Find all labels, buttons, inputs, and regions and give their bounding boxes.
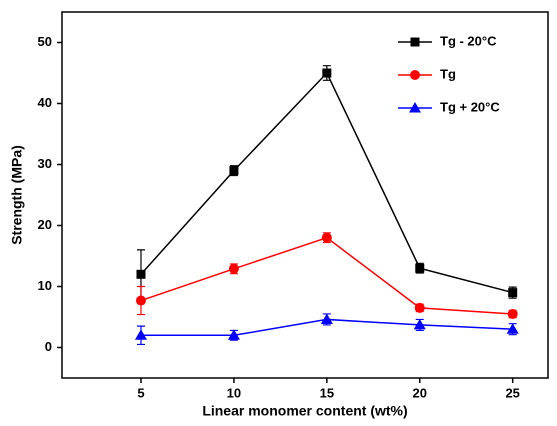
marker bbox=[136, 269, 146, 279]
marker bbox=[415, 263, 425, 273]
y-tick-label: 50 bbox=[38, 34, 52, 49]
marker bbox=[507, 308, 518, 319]
legend-label: Tg + 20°C bbox=[440, 99, 500, 114]
marker bbox=[409, 102, 421, 113]
marker bbox=[508, 288, 518, 298]
marker bbox=[229, 166, 239, 176]
marker bbox=[322, 68, 332, 78]
legend-label: Tg bbox=[440, 66, 456, 81]
x-tick-label: 15 bbox=[320, 385, 334, 400]
x-axis-label: Linear monomer content (wt%) bbox=[202, 403, 407, 419]
marker bbox=[227, 329, 240, 340]
y-tick-label: 30 bbox=[38, 156, 52, 171]
marker bbox=[410, 37, 420, 47]
marker bbox=[134, 329, 147, 340]
legend-label: Tg - 20°C bbox=[440, 33, 497, 48]
marker bbox=[135, 295, 146, 306]
marker bbox=[410, 70, 420, 80]
x-tick-label: 25 bbox=[505, 385, 519, 400]
marker bbox=[321, 232, 332, 243]
y-tick-label: 40 bbox=[38, 95, 52, 110]
x-tick-label: 5 bbox=[137, 385, 144, 400]
marker bbox=[506, 323, 519, 334]
y-tick-label: 20 bbox=[38, 217, 52, 232]
marker bbox=[413, 318, 426, 330]
y-tick-label: 0 bbox=[45, 339, 52, 354]
y-axis-label: Strength (MPa) bbox=[9, 145, 25, 245]
x-tick-label: 10 bbox=[227, 385, 241, 400]
y-tick-label: 10 bbox=[38, 278, 52, 293]
plot-frame bbox=[61, 11, 549, 379]
series-line bbox=[140, 236, 513, 315]
marker bbox=[320, 313, 333, 324]
marker bbox=[414, 302, 425, 313]
marker bbox=[228, 263, 239, 274]
x-tick-label: 20 bbox=[413, 385, 427, 400]
